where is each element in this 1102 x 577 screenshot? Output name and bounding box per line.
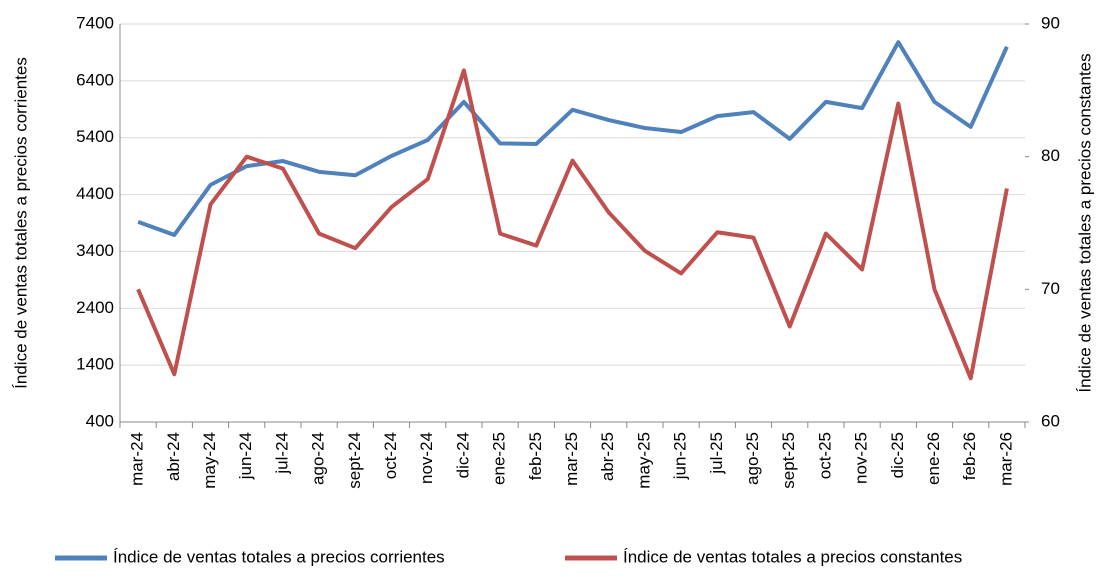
y-tick-label: 2400 [76,298,114,317]
x-tick-label: ago-25 [743,432,762,485]
x-tick-label: mar-24 [128,432,147,486]
x-tick-label: sept-25 [779,432,798,489]
x-tick-label: may-24 [200,432,219,489]
y2-tick-label: 80 [1041,146,1060,165]
x-tick-label: abr-25 [598,432,617,481]
x-tick-label: oct-24 [381,432,400,479]
legend-label: Índice de ventas totales a precios corri… [113,547,445,566]
series-line [137,40,1009,237]
y-tick-label: 1400 [76,355,114,374]
x-tick-label: nov-25 [852,432,871,484]
x-tick-label: jun-25 [671,432,690,480]
x-tick-label: nov-24 [417,432,436,484]
x-tick-label: ago-24 [309,432,328,485]
x-tick-label: feb-26 [960,432,979,480]
x-tick-label: dic-25 [888,432,907,478]
x-tick-label: dic-24 [453,432,472,478]
y-tick-label: 4400 [76,184,114,203]
y-tick-label: 400 [86,411,114,430]
x-tick-label: abr-24 [164,432,183,481]
y-axis-title: Índice de ventas totales a precios corri… [11,57,30,389]
x-tick-label: mar-26 [996,432,1015,486]
y-tick-label: 6400 [76,70,114,89]
x-tick-label: feb-25 [526,432,545,480]
y-tick-label: 3400 [76,241,114,260]
x-tick-label: mar-25 [562,432,581,486]
x-tick-label: jun-24 [236,432,255,480]
legend-label: Índice de ventas totales a precios const… [623,547,962,566]
y2-axis-title: Índice de ventas totales a precios const… [1075,53,1094,392]
x-tick-label: ene-26 [924,432,943,485]
y-tick-label: 7400 [76,13,114,32]
x-tick-label: may-25 [634,432,653,489]
y2-tick-label: 60 [1041,411,1060,430]
series-line [136,68,1009,381]
y2-tick-label: 70 [1041,279,1060,298]
y-tick-label: 5400 [76,127,114,146]
y2-tick-label: 90 [1041,13,1060,32]
x-tick-label: ene-25 [490,432,509,485]
x-tick-label: oct-25 [815,432,834,479]
x-tick-label: jul-24 [272,432,291,475]
x-tick-label: jul-25 [707,432,726,475]
x-tick-label: sept-24 [345,432,364,489]
